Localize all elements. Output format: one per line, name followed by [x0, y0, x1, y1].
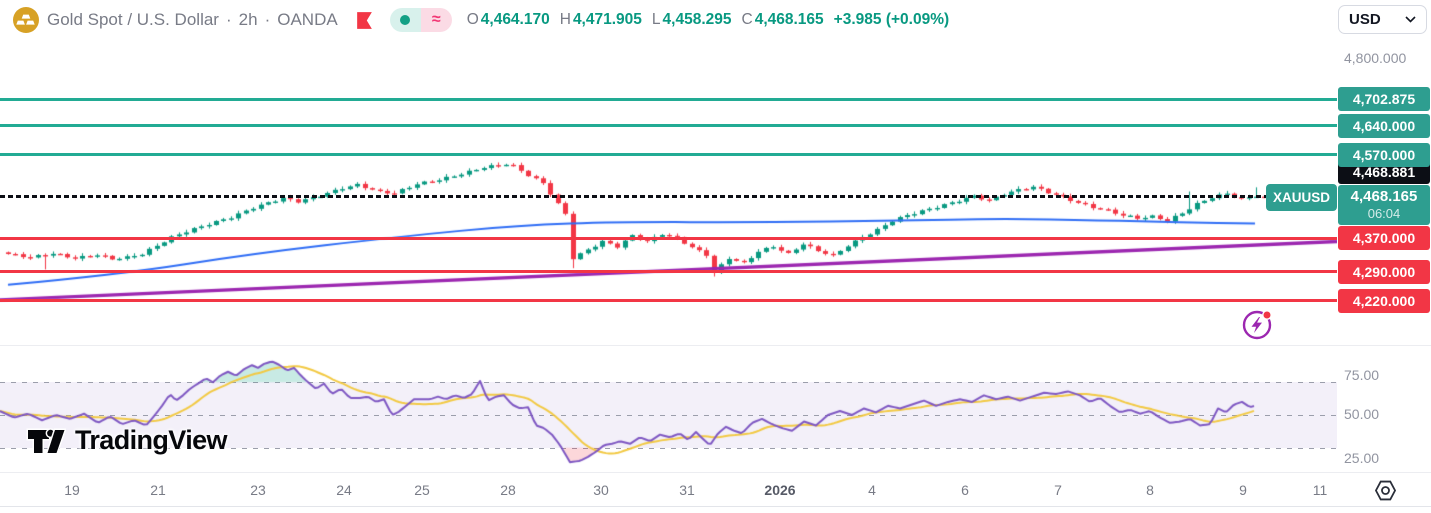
axis-price-label: 4,800.000: [1344, 50, 1407, 66]
ohlc-open: O 4,464.170: [467, 11, 550, 29]
price-level-label: 4,640.000: [1338, 113, 1430, 138]
time-axis-label: 28: [500, 482, 516, 498]
time-axis-label: 21: [150, 482, 166, 498]
time-axis-label: 31: [679, 482, 695, 498]
bar-countdown: 06:04: [1367, 206, 1401, 221]
ohlc-open-value: 4,464.170: [480, 11, 550, 28]
chevron-down-icon: [1405, 16, 1416, 23]
technicals-button[interactable]: [1240, 306, 1276, 342]
pane-separator[interactable]: [0, 345, 1431, 346]
price-level-label: 4,370.000: [1338, 226, 1430, 251]
resistance-line[interactable]: [0, 124, 1337, 128]
market-open-dot-icon: [389, 8, 421, 32]
separator-dot: ·: [264, 10, 271, 29]
rsi-axis-label: 75.00: [1344, 367, 1380, 383]
rsi-axis-label: 50.00: [1344, 406, 1380, 422]
time-axis-label: 6: [961, 482, 969, 498]
time-axis-label: 4: [868, 482, 876, 498]
average-close-line[interactable]: [0, 195, 1337, 199]
ohlc-low-letter: L: [651, 11, 661, 28]
ohlc-readout: O 4,464.170 H 4,471.905 L 4,458.295 C 4,…: [467, 11, 949, 29]
ohlc-close-letter: C: [741, 11, 753, 28]
rsi-pane: TradingView: [0, 346, 1337, 472]
price-level-label: 4,290.000: [1338, 259, 1430, 284]
symbol-title[interactable]: Gold Spot / U.S. Dollar: [47, 10, 219, 29]
time-axis-label: 30: [593, 482, 609, 498]
ohlc-low: L 4,458.295: [652, 11, 732, 29]
main-price-pane: [0, 40, 1337, 343]
support-line[interactable]: [0, 270, 1337, 273]
ohlc-high-letter: H: [559, 11, 571, 28]
axis-separator: [0, 506, 1431, 507]
time-axis-label: 2026: [764, 482, 796, 498]
ohlc-close: C 4,468.165: [742, 11, 824, 29]
pane-separator[interactable]: [0, 472, 1431, 473]
tradingview-logo-text: TradingView: [75, 425, 228, 455]
gold-symbol-icon: [13, 7, 39, 33]
time-axis-label: 11: [1312, 482, 1328, 498]
interval-label[interactable]: 2h: [238, 10, 258, 29]
flag-icon[interactable]: [354, 10, 375, 31]
ohlc-high-value: 4,471.905: [572, 11, 642, 28]
time-axis[interactable]: 19 21 23 24 25 28 30 31 2026 4 6 7 8 9 11: [0, 473, 1431, 513]
chart-header: Gold Spot / U.S. Dollar · 2h · OANDA ≈ O…: [0, 0, 1431, 40]
time-axis-label: 9: [1239, 482, 1247, 498]
tradingview-mark-icon: [26, 427, 66, 454]
tradingview-logo[interactable]: TradingView: [26, 425, 228, 456]
price-level-label: 4,702.875: [1338, 87, 1430, 112]
settings-hexagon-icon[interactable]: [1372, 477, 1399, 509]
rsi-axis-label: 25.00: [1344, 450, 1380, 466]
price-change: +3.985 (+0.09%): [833, 11, 950, 28]
price-level-label: 4,220.000: [1338, 288, 1430, 313]
time-axis-label: 23: [250, 482, 266, 498]
ohlc-close-value: 4,468.165: [754, 11, 824, 28]
support-line[interactable]: [0, 299, 1337, 303]
symbol-price-tag: XAUUSD: [1266, 184, 1337, 211]
currency-value: USD: [1349, 11, 1381, 28]
exchange-label[interactable]: OANDA: [277, 10, 338, 29]
current-price-label: 4,468.165 06:04: [1338, 185, 1430, 225]
support-line[interactable]: [0, 236, 1337, 240]
time-axis-label: 8: [1146, 482, 1154, 498]
synthetic-data-icon: ≈: [420, 8, 452, 32]
time-axis-label: 25: [414, 482, 430, 498]
price-chart-canvas[interactable]: [0, 40, 1337, 343]
market-status-pill[interactable]: ≈: [389, 8, 452, 32]
time-axis-label: 19: [64, 482, 80, 498]
time-axis-label: 7: [1054, 482, 1062, 498]
currency-dropdown[interactable]: USD: [1338, 5, 1427, 34]
ohlc-low-value: 4,458.295: [662, 11, 732, 28]
price-axis[interactable]: 4,800.000 4,468.881 4,468.165 06:04 4,70…: [1337, 40, 1431, 513]
resistance-line[interactable]: [0, 97, 1337, 101]
price-level-label: 4,570.000: [1338, 142, 1430, 167]
rsi-canvas[interactable]: [0, 346, 1337, 472]
separator-dot: ·: [225, 10, 232, 29]
ohlc-open-letter: O: [466, 11, 479, 28]
ohlc-high: H 4,471.905: [560, 11, 642, 29]
current-price-value: 4,468.165: [1350, 188, 1418, 205]
resistance-line[interactable]: [0, 153, 1337, 157]
time-axis-label: 24: [336, 482, 352, 498]
